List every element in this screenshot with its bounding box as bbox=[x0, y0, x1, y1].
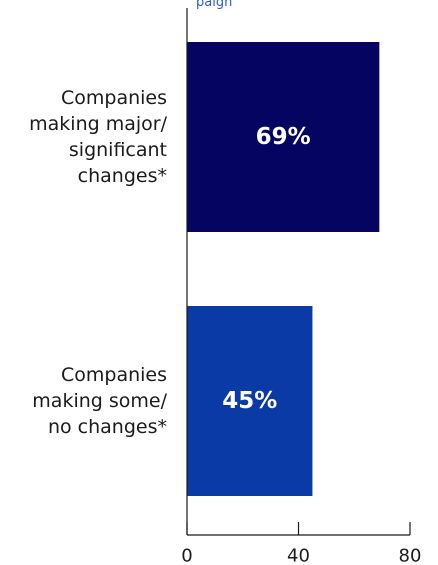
category-label-line: making some/ bbox=[32, 390, 167, 412]
x-tick-label: 40 bbox=[287, 546, 310, 565]
clipped-top-text: paign bbox=[196, 0, 232, 10]
category-label-1: Companies making major/significant changes… bbox=[29, 87, 167, 187]
category-label-line: Companies bbox=[61, 364, 167, 386]
bar-value-label-2: 45% bbox=[222, 388, 277, 414]
category-label-line: significant bbox=[69, 139, 167, 161]
category-labels: Companies making major/significant changes… bbox=[29, 87, 167, 438]
bar-2 bbox=[187, 306, 313, 496]
category-label-line: making major/ bbox=[29, 113, 167, 135]
x-axis-ticks: 0 40 80 bbox=[181, 522, 421, 565]
bar-value-label-1: 69% bbox=[256, 124, 311, 150]
category-label-line: Companies bbox=[61, 87, 167, 109]
bars-group: 69% 45% bbox=[187, 42, 380, 496]
x-tick-label: 80 bbox=[399, 546, 422, 565]
category-label-2: Companies making some/no changes* bbox=[32, 364, 167, 438]
category-label-line: changes* bbox=[78, 165, 167, 187]
bar-1 bbox=[187, 42, 380, 232]
category-label-line: no changes* bbox=[48, 416, 167, 438]
x-tick-label: 0 bbox=[181, 546, 192, 565]
